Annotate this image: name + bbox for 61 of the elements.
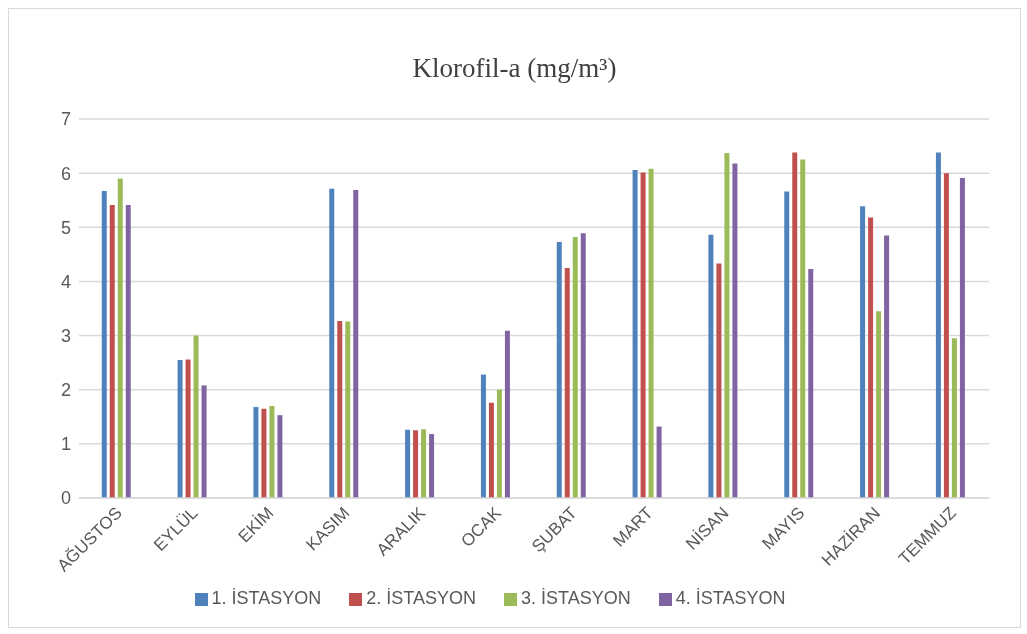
bar — [277, 415, 283, 498]
bar — [951, 338, 957, 498]
bar — [337, 320, 343, 498]
bar — [109, 205, 115, 498]
bar — [185, 359, 191, 498]
bar — [656, 426, 662, 498]
legend-label: 2. İSTASYON — [366, 588, 476, 608]
bar — [724, 153, 730, 498]
bar — [800, 159, 806, 498]
y-tick-label: 1 — [60, 434, 71, 455]
legend-label: 3. İSTASYON — [521, 588, 631, 608]
bar — [177, 359, 183, 498]
bar — [329, 188, 335, 498]
bar — [876, 311, 882, 498]
bar — [860, 206, 866, 498]
bar — [868, 217, 874, 498]
bar — [564, 267, 570, 498]
chart-title: Klorofil-a (mg/m³) — [411, 53, 618, 84]
bar — [648, 168, 654, 498]
bar — [480, 374, 486, 498]
bar — [201, 385, 207, 498]
bar — [732, 163, 738, 498]
bar — [269, 405, 275, 498]
y-tick-label: 3 — [60, 325, 71, 346]
bar — [792, 152, 798, 498]
y-tick-label: 0 — [60, 488, 71, 509]
bar — [496, 389, 502, 498]
bar — [421, 429, 427, 498]
bar — [504, 330, 510, 498]
legend-label: 1. İSTASYON — [211, 588, 322, 608]
bar — [556, 241, 562, 498]
y-tick-label: 7 — [60, 109, 71, 130]
bar — [101, 191, 107, 498]
y-tick-label: 4 — [60, 271, 71, 292]
bar — [716, 263, 722, 498]
y-tick-label: 5 — [60, 217, 71, 238]
y-tick-label: 6 — [60, 163, 71, 184]
bar — [959, 178, 965, 498]
bar — [117, 178, 123, 498]
bar — [708, 234, 714, 498]
bar — [261, 408, 267, 498]
bar — [572, 237, 578, 498]
bar — [405, 429, 411, 498]
bar — [429, 434, 435, 498]
bar — [345, 321, 351, 498]
bar — [784, 191, 790, 498]
bar — [413, 430, 419, 498]
bar — [580, 233, 586, 498]
bar — [884, 235, 890, 498]
y-tick-label: 2 — [60, 380, 71, 401]
bar — [943, 173, 949, 498]
bar — [253, 407, 259, 498]
bar — [632, 169, 638, 498]
bar — [935, 152, 941, 498]
bar — [488, 402, 494, 498]
bar — [193, 335, 199, 498]
bar — [353, 189, 359, 498]
bar — [808, 268, 814, 498]
bar — [125, 205, 131, 498]
legend-label: 4. İSTASYON — [675, 588, 786, 608]
bar — [640, 172, 646, 498]
